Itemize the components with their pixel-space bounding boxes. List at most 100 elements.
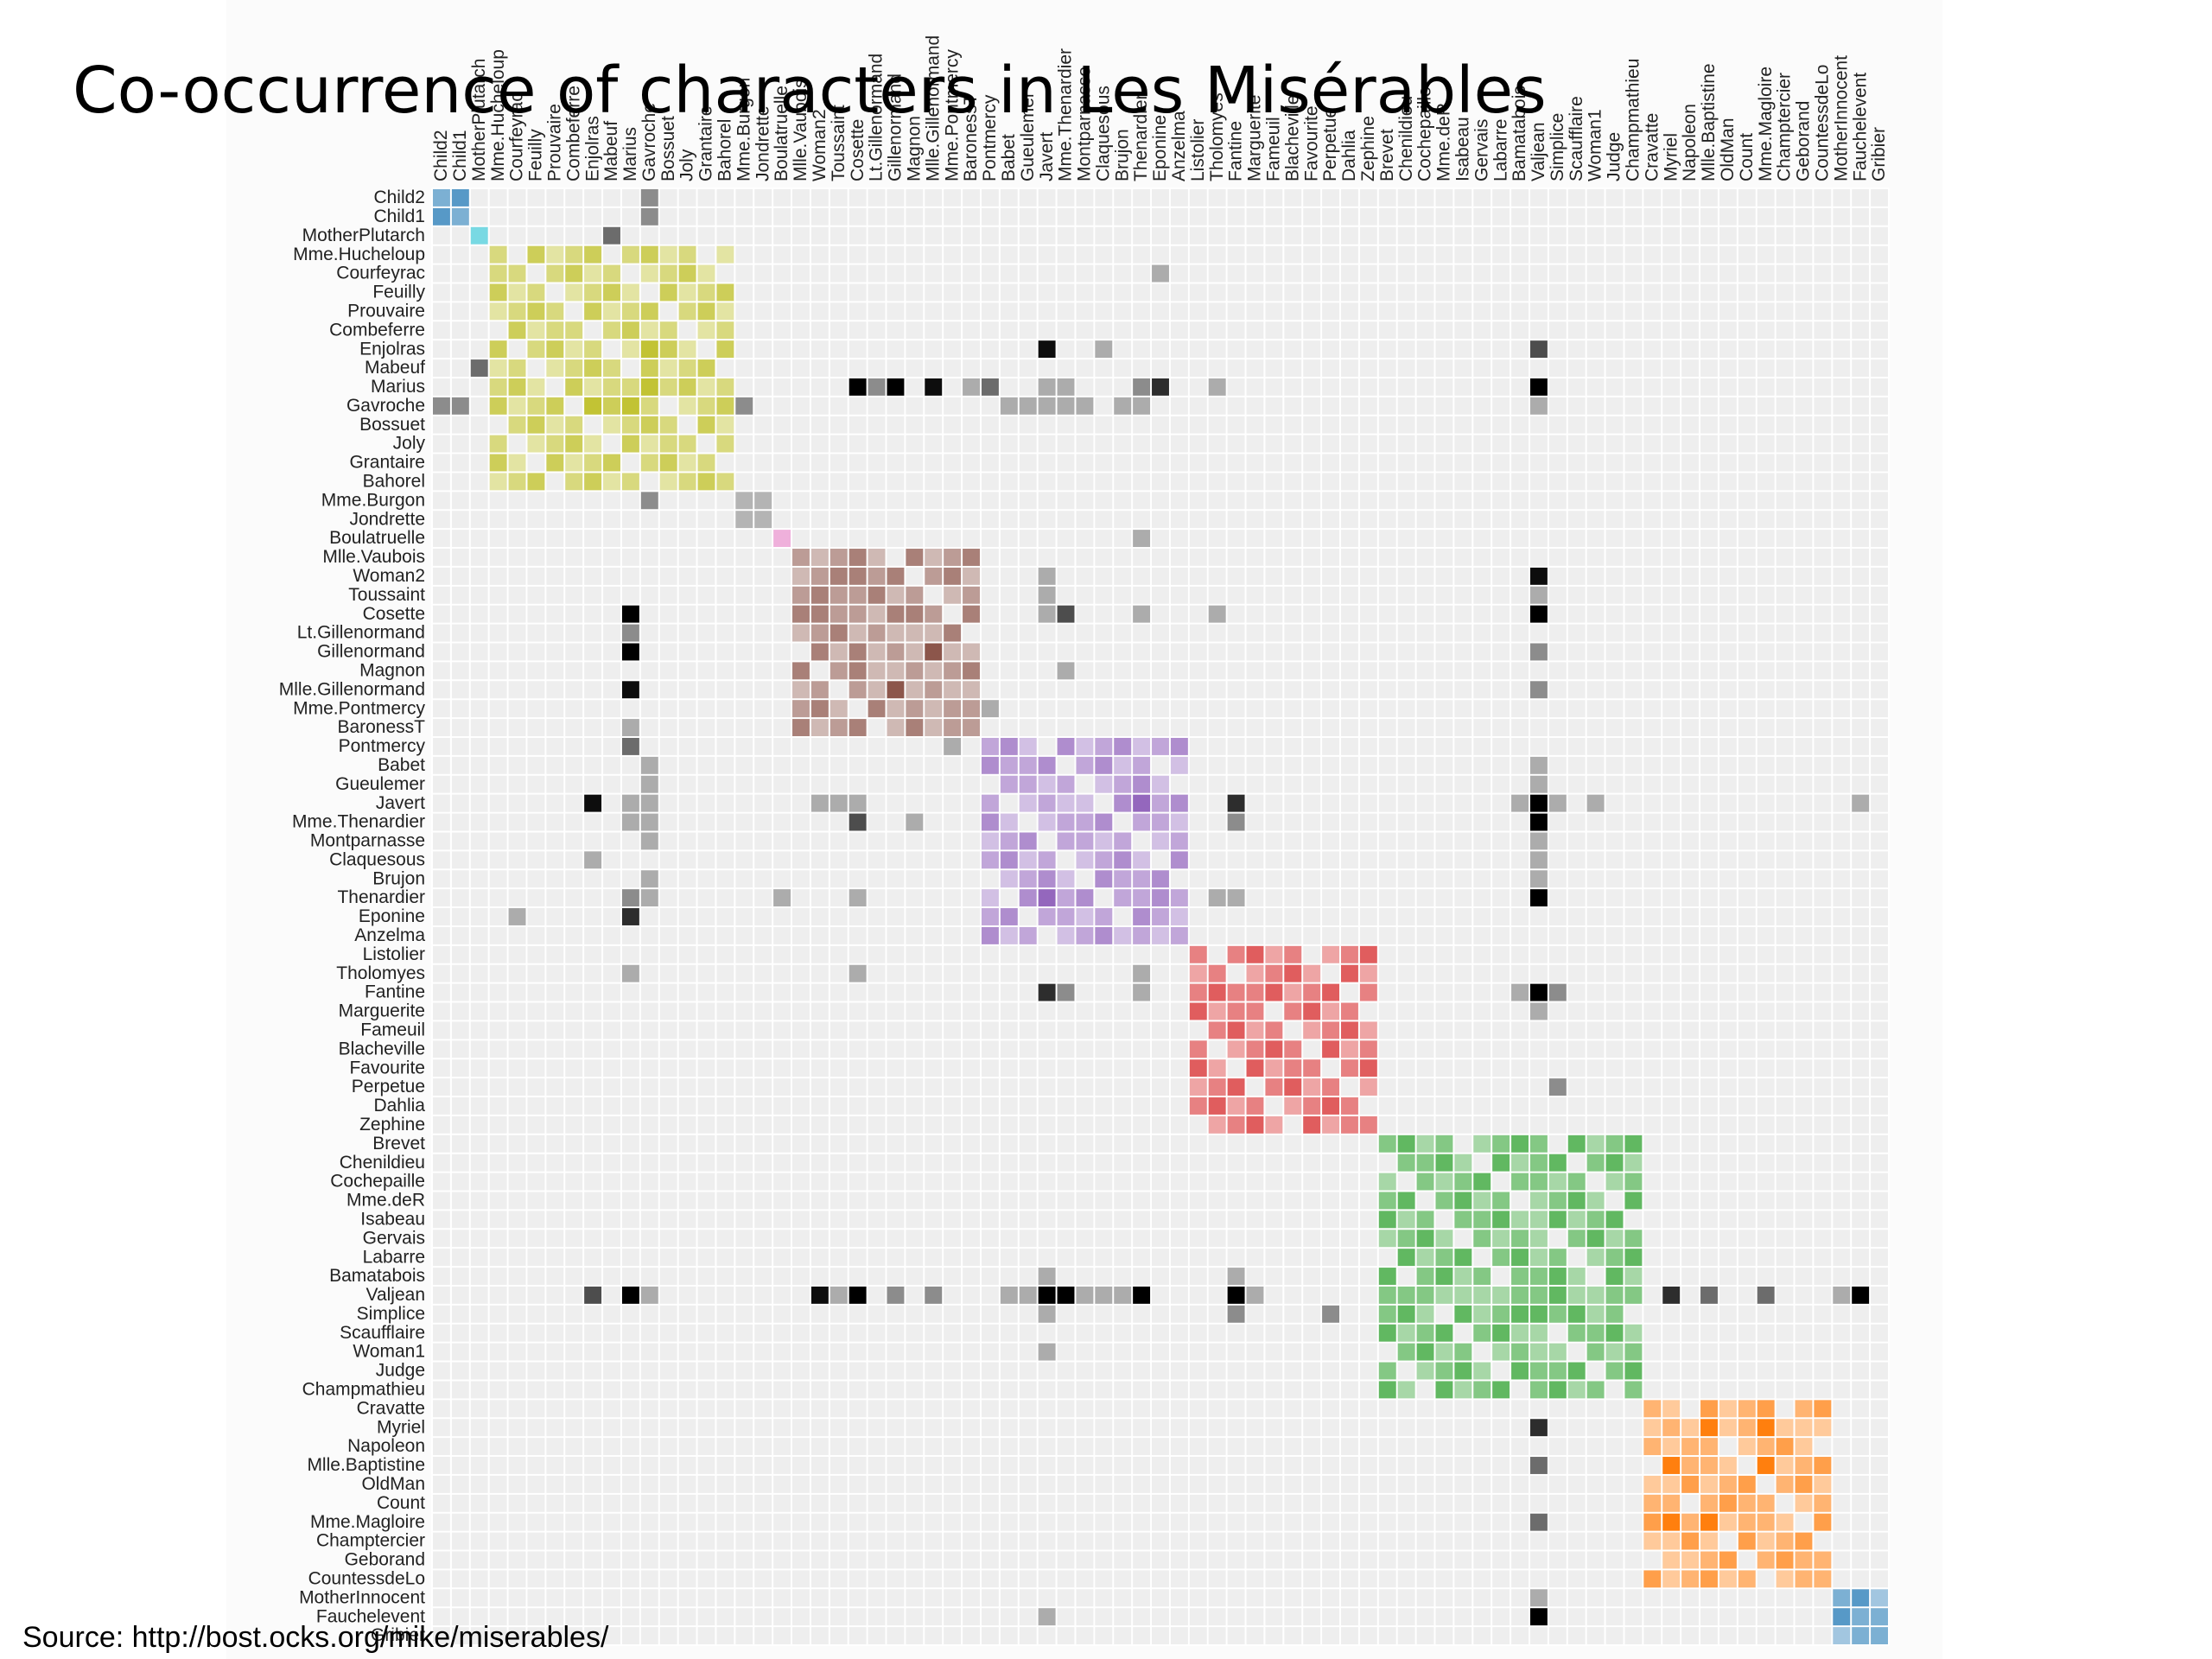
matrix-cell xyxy=(1416,1173,1434,1191)
matrix-cell xyxy=(1776,1551,1794,1569)
matrix-cell xyxy=(1511,794,1529,812)
matrix-cell xyxy=(1624,1268,1643,1285)
matrix-cell xyxy=(1341,1059,1358,1077)
matrix-cell xyxy=(792,605,810,623)
column-label: Valjean xyxy=(1529,123,1548,182)
matrix-cell xyxy=(1152,832,1169,850)
row-label: Magnon xyxy=(359,660,425,680)
matrix-cell xyxy=(944,737,962,755)
matrix-cell xyxy=(1076,737,1094,755)
matrix-cell xyxy=(565,321,583,340)
row-label: Myriel xyxy=(377,1417,425,1437)
matrix-cell xyxy=(1322,945,1340,963)
matrix-cell xyxy=(1492,1324,1510,1342)
matrix-cell xyxy=(621,245,639,264)
matrix-cell xyxy=(1624,1381,1643,1399)
matrix-cell xyxy=(584,359,602,377)
matrix-cell xyxy=(1057,870,1075,888)
matrix-cell xyxy=(1548,983,1567,1001)
row-label: Thenardier xyxy=(337,887,425,907)
column-label: Mme.Burgon xyxy=(734,78,753,181)
row-label: Tholomyes xyxy=(336,963,425,983)
matrix-cell xyxy=(1416,1305,1434,1323)
matrix-cell xyxy=(1341,1002,1358,1020)
row-label: Labarre xyxy=(363,1247,425,1267)
matrix-cell xyxy=(735,511,753,529)
matrix-cell xyxy=(1208,1097,1226,1115)
column-labels: Child2Child1MotherPlutarchMme.HucheloupC… xyxy=(431,35,1889,181)
row-label: Chenildieu xyxy=(340,1153,425,1173)
matrix-cell xyxy=(1795,1475,1813,1493)
matrix-cell xyxy=(1341,1021,1358,1039)
matrix-cell xyxy=(1152,794,1169,812)
matrix-cell xyxy=(1435,1343,1453,1361)
matrix-cell xyxy=(1019,794,1037,812)
matrix-cell xyxy=(944,700,962,718)
column-label: Mlle.Vaubois xyxy=(791,79,810,181)
matrix-cell xyxy=(1095,737,1113,755)
matrix-cell xyxy=(1189,1097,1207,1115)
matrix-cell xyxy=(1529,1589,1548,1607)
matrix-cell xyxy=(1454,1362,1472,1380)
row-label: Cochepaille xyxy=(330,1172,425,1192)
matrix-grid xyxy=(431,188,1890,1646)
matrix-cell xyxy=(1529,605,1548,623)
matrix-cell xyxy=(1435,1362,1453,1380)
matrix-cell xyxy=(678,359,696,377)
matrix-cell xyxy=(1284,1078,1302,1096)
matrix-cell xyxy=(1511,1173,1529,1191)
matrix-cell xyxy=(1057,926,1075,944)
column-label: Feuilly xyxy=(526,129,546,181)
matrix-cell xyxy=(1076,794,1094,812)
matrix-cell xyxy=(1038,756,1056,774)
column-label: CountessdeLo xyxy=(1812,65,1832,181)
row-label: Marius xyxy=(371,377,425,397)
row-label: Child2 xyxy=(373,188,425,207)
matrix-cell xyxy=(1416,1211,1434,1229)
matrix-cell xyxy=(1776,1475,1794,1493)
matrix-cell xyxy=(1757,1532,1775,1550)
matrix-cell xyxy=(1586,1324,1605,1342)
matrix-cell xyxy=(565,245,583,264)
matrix-cell xyxy=(489,302,507,321)
matrix-cell xyxy=(1057,794,1075,812)
matrix-cell xyxy=(546,359,564,377)
matrix-cell xyxy=(716,321,734,340)
matrix-cell xyxy=(603,264,620,283)
row-label: Courfeyrac xyxy=(336,264,425,283)
matrix-cell xyxy=(1322,1305,1340,1323)
matrix-cell xyxy=(1662,1419,1681,1437)
matrix-cell xyxy=(716,302,734,321)
matrix-cell xyxy=(1529,1305,1548,1323)
matrix-cell xyxy=(868,378,886,396)
column-label: Zephine xyxy=(1358,116,1378,181)
matrix-cell xyxy=(1133,926,1151,944)
matrix-cell xyxy=(1473,1135,1491,1153)
matrix-cell xyxy=(849,681,867,699)
matrix-cell xyxy=(963,605,980,623)
matrix-cell xyxy=(944,549,962,566)
matrix-cell xyxy=(1567,1135,1586,1153)
row-label: Toussaint xyxy=(348,585,425,605)
column-label: OldMan xyxy=(1718,118,1738,181)
matrix-cell xyxy=(697,283,715,302)
matrix-cell xyxy=(1757,1400,1775,1418)
matrix-cell xyxy=(1397,1154,1415,1172)
column-label: Judge xyxy=(1605,132,1624,181)
matrix-cell xyxy=(1738,1475,1756,1493)
matrix-cell xyxy=(546,340,564,359)
row-label: Lt.Gillenormand xyxy=(297,623,425,643)
matrix-cell xyxy=(810,567,829,585)
matrix-cell xyxy=(565,340,583,359)
matrix-cell xyxy=(1586,1230,1605,1248)
matrix-cell xyxy=(830,662,848,680)
matrix-cell xyxy=(1397,1135,1415,1153)
matrix-cell xyxy=(887,567,905,585)
source-note: Source: http://bost.ocks.org/mike/misera… xyxy=(22,1621,609,1654)
column-label: Favourite xyxy=(1301,105,1321,181)
matrix-cell xyxy=(1871,1627,1888,1644)
matrix-cell xyxy=(754,492,772,510)
matrix-cell xyxy=(1548,1211,1567,1229)
matrix-cell xyxy=(1586,1343,1605,1361)
matrix-cell xyxy=(1473,1230,1491,1248)
